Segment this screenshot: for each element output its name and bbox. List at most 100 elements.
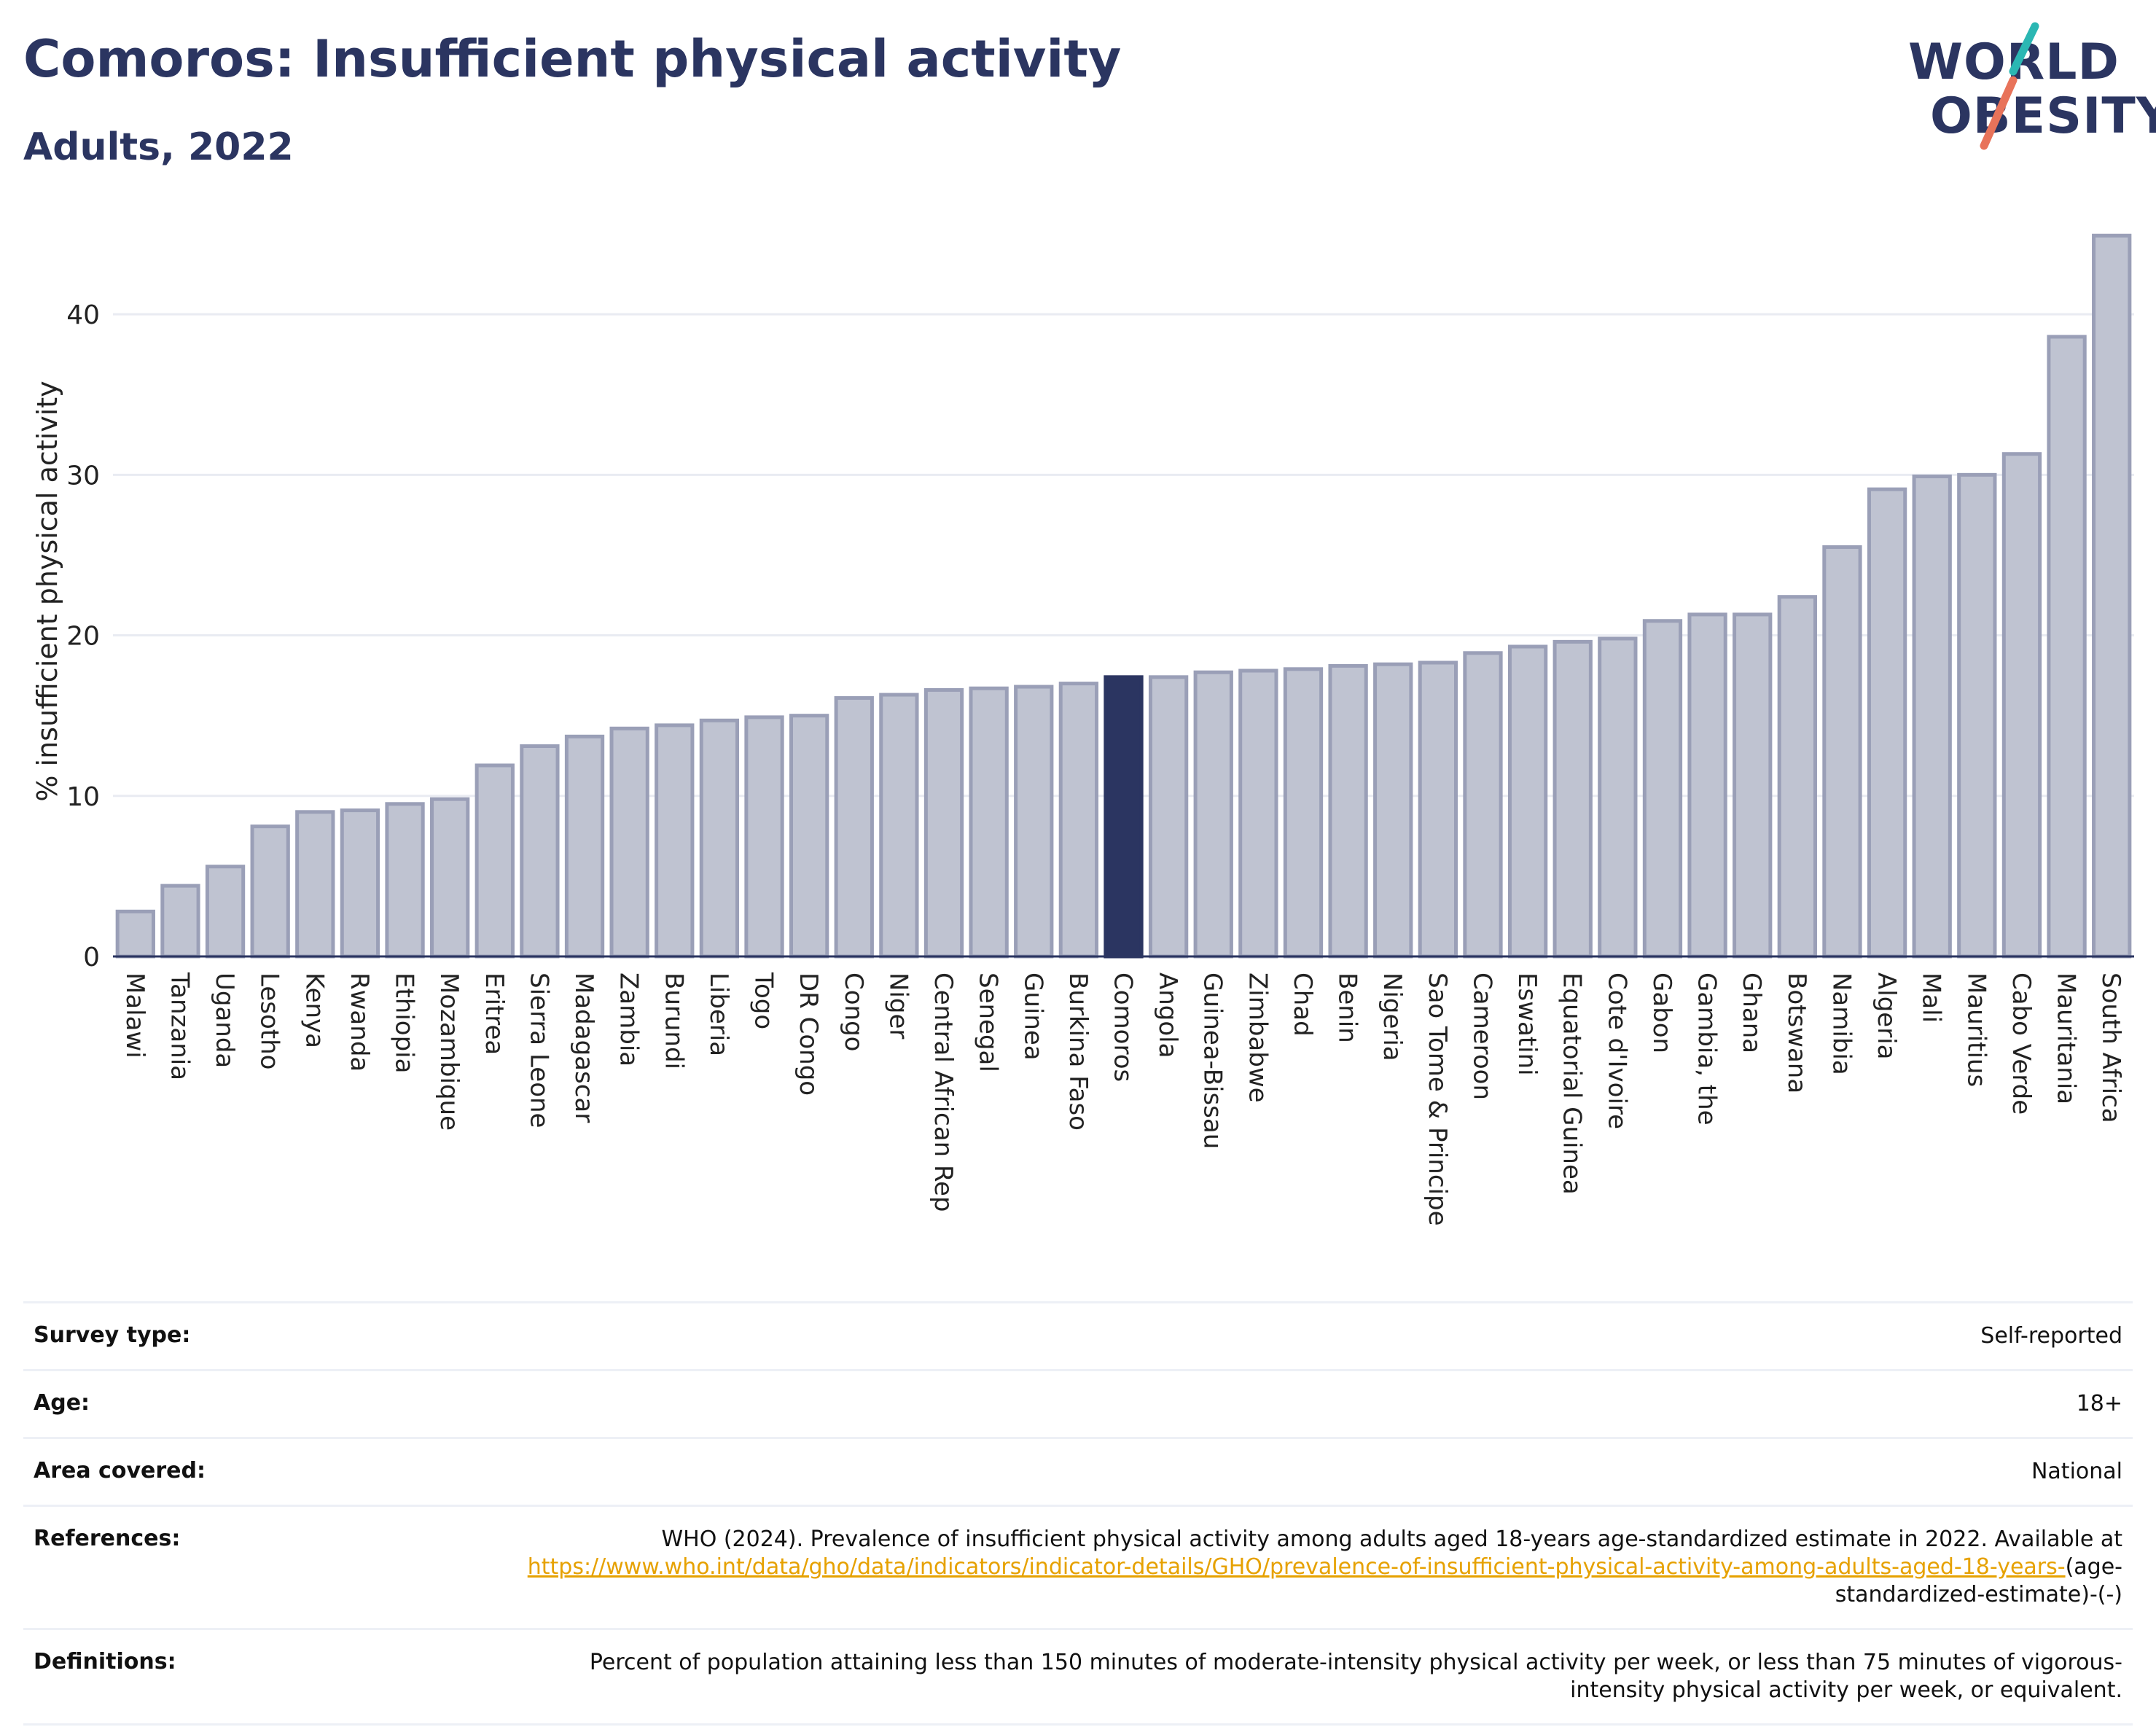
chart-bars xyxy=(115,233,2132,959)
bar-malawi xyxy=(115,909,155,959)
x-tick-label: Eswatini xyxy=(1512,972,1542,1076)
bar-south-africa xyxy=(2092,233,2132,959)
bar-nigeria xyxy=(1373,662,1413,959)
x-tick-label: Central African Rep xyxy=(929,972,958,1212)
bar-cameroon xyxy=(1463,651,1503,959)
x-tick-label: Madagascar xyxy=(569,972,598,1123)
x-tick-label: Mauritania xyxy=(2052,972,2081,1104)
x-tick-label: Mali xyxy=(1917,972,1946,1023)
bar-equatorial-guinea xyxy=(1552,639,1593,959)
bar-namibia xyxy=(1822,545,1862,959)
x-tick-label: Gambia, the xyxy=(1692,972,1722,1126)
x-tick-label: Zambia xyxy=(614,972,644,1067)
bar-liberia xyxy=(699,718,740,959)
x-tick-label: Kenya xyxy=(300,972,329,1048)
y-tick-label: 40 xyxy=(66,300,100,330)
page-title: Comoros: Insufficient physical activity xyxy=(23,29,1122,89)
x-tick-label: Senegal xyxy=(974,972,1003,1072)
bar-ghana xyxy=(1733,612,1773,959)
x-tick-label: Burkina Faso xyxy=(1063,972,1093,1131)
x-tick-label: Rwanda xyxy=(345,972,374,1072)
info-row-area: Area covered: National xyxy=(23,1437,2133,1505)
x-tick-label: Comoros xyxy=(1109,972,1138,1082)
bar-senegal xyxy=(969,686,1009,959)
area-label: Area covered: xyxy=(34,1458,206,1483)
references-suffix: (age-standardized-estimate)-(-) xyxy=(1835,1554,2122,1607)
bar-eritrea xyxy=(474,763,515,959)
references-value: WHO (2024). Prevalence of insufficient p… xyxy=(519,1507,2133,1628)
x-tick-label: Angola xyxy=(1153,972,1182,1058)
x-tick-label: Congo xyxy=(839,972,868,1051)
x-tick-label: Guinea xyxy=(1018,972,1047,1061)
bar-burkina-faso xyxy=(1058,682,1099,959)
references-label: References: xyxy=(34,1526,181,1551)
x-tick-label: Ghana xyxy=(1737,972,1766,1053)
bar-eswatini xyxy=(1507,644,1548,959)
bar-ethiopia xyxy=(385,802,425,959)
x-tick-label: Uganda xyxy=(210,972,239,1068)
y-tick-label: 30 xyxy=(66,461,100,491)
y-axis-ticks: 0 10 20 30 40 xyxy=(66,300,100,972)
info-row-age: Age: 18+ xyxy=(23,1369,2133,1437)
x-tick-label: Sierra Leone xyxy=(524,972,553,1128)
bar-madagascar xyxy=(564,734,605,959)
bar-comoros xyxy=(1104,675,1144,959)
bar-gambia-the xyxy=(1687,612,1727,959)
x-tick-label: Sao Tome & Principe xyxy=(1423,972,1452,1226)
x-tick-label: Malawi xyxy=(120,972,149,1058)
x-tick-label: Equatorial Guinea xyxy=(1558,972,1587,1195)
survey-type-value: Self-reported xyxy=(1980,1323,2122,1349)
bar-angola xyxy=(1148,675,1189,959)
bar-mauritania xyxy=(2047,335,2087,959)
bar-mauritius xyxy=(1957,472,1997,959)
x-tick-label: Niger xyxy=(883,972,913,1039)
info-table: Survey type: Self-reported Age: 18+ Area… xyxy=(23,1301,2133,1726)
x-tick-label: Togo xyxy=(749,972,778,1029)
info-row-definitions: Definitions: Percent of population attai… xyxy=(23,1628,2133,1726)
bar-congo xyxy=(834,695,874,959)
bar-lesotho xyxy=(250,824,290,959)
info-row-survey-type: Survey type: Self-reported xyxy=(23,1301,2133,1369)
bar-algeria xyxy=(1867,487,1907,959)
bar-guinea-bissau xyxy=(1193,670,1233,959)
x-tick-label: Cabo Verde xyxy=(2007,972,2036,1115)
bar-chad xyxy=(1283,667,1324,959)
bar-uganda xyxy=(205,865,246,959)
bar-sao-tome-principe xyxy=(1418,660,1458,959)
x-tick-label: Guinea-Bissau xyxy=(1198,972,1227,1149)
bar-cote-d-ivoire xyxy=(1598,636,1638,959)
x-tick-label: Zimbabwe xyxy=(1243,972,1272,1103)
bar-zimbabwe xyxy=(1238,668,1278,959)
survey-type-label: Survey type: xyxy=(34,1322,191,1348)
world-obesity-logo: WORLD OBESITY xyxy=(1902,22,2156,153)
definitions-value: Percent of population attaining less tha… xyxy=(589,1650,2122,1703)
x-tick-label: Algeria xyxy=(1872,972,1901,1059)
y-axis-label: % insufficient physical activity xyxy=(31,381,63,801)
bar-gabon xyxy=(1642,619,1683,959)
x-tick-label: Botswana xyxy=(1782,972,1811,1093)
bar-burundi xyxy=(655,723,695,959)
area-value: National xyxy=(2031,1459,2122,1484)
x-tick-label: Tanzania xyxy=(165,972,194,1080)
y-tick-label: 20 xyxy=(66,622,100,652)
bar-sierra-leone xyxy=(520,744,560,959)
x-tick-label: Ethiopia xyxy=(390,972,419,1073)
x-tick-label: Namibia xyxy=(1827,972,1856,1075)
bar-benin xyxy=(1328,663,1368,959)
bar-rwanda xyxy=(340,808,380,959)
bar-mali xyxy=(1912,475,1952,959)
bar-togo xyxy=(744,715,784,959)
x-tick-label: Liberia xyxy=(704,972,733,1056)
x-axis-tick-labels: Malawi Tanzania Uganda Lesotho Kenya Rwanda Et… xyxy=(120,972,2125,1226)
x-tick-label: Benin xyxy=(1333,972,1362,1043)
bar-chart: 0 10 20 30 40 % insufficient physical activi… xyxy=(31,233,2134,1226)
bar-niger xyxy=(879,693,919,959)
info-row-references: References: WHO (2024). Prevalence of in… xyxy=(23,1505,2133,1628)
references-link[interactable]: https://www.who.int/data/gho/data/indica… xyxy=(527,1554,2066,1580)
bar-zambia xyxy=(609,726,649,959)
x-tick-label: Nigeria xyxy=(1378,972,1407,1061)
x-tick-label: Lesotho xyxy=(255,972,284,1069)
logo-line-2: OBESITY xyxy=(1930,87,2156,145)
bar-dr-congo xyxy=(789,714,829,959)
x-tick-label: Gabon xyxy=(1647,972,1676,1053)
